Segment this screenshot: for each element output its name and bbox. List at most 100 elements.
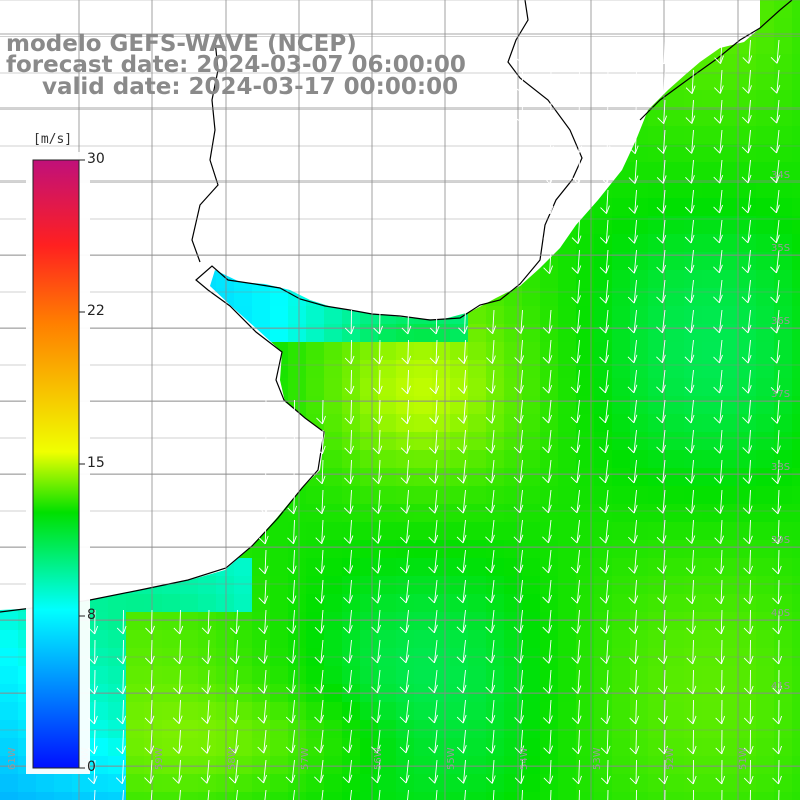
speed-cell	[162, 666, 181, 685]
speed-cell	[378, 792, 397, 800]
wind-arrow	[542, 489, 552, 514]
speed-cell	[522, 612, 541, 631]
speed-cell	[666, 288, 685, 307]
wind-arrow	[772, 669, 783, 695]
speed-cell	[252, 792, 271, 800]
wind-arrow	[658, 759, 669, 785]
speed-cell	[540, 540, 559, 559]
speed-cell	[702, 468, 721, 487]
speed-cell	[720, 468, 739, 487]
longitude-label: 58W	[227, 747, 238, 770]
speed-cell	[180, 774, 199, 793]
speed-cell	[414, 756, 433, 775]
wind-arrow	[685, 129, 696, 154]
wind-arrow	[658, 699, 668, 725]
speed-cell	[342, 558, 361, 577]
speed-cell	[288, 522, 307, 541]
speed-cell	[702, 324, 721, 343]
speed-cell	[396, 594, 415, 613]
speed-cell	[666, 108, 685, 127]
colorbar-label-30: 30	[87, 151, 105, 167]
speed-cell	[144, 612, 163, 631]
speed-cell	[720, 594, 739, 613]
wind-arrow	[685, 579, 696, 605]
speed-cell	[378, 648, 397, 667]
wind-arrow	[550, 789, 552, 800]
wind-arrow	[228, 759, 239, 784]
speed-cell	[738, 108, 757, 127]
wind-arrow	[571, 699, 582, 724]
wind-arrow	[229, 729, 239, 754]
wind-arrow	[372, 459, 383, 484]
speed-cell	[378, 414, 397, 433]
speed-cell	[468, 522, 487, 541]
wind-arrow	[544, 39, 555, 65]
speed-cell	[738, 468, 757, 487]
wind-arrow	[742, 99, 752, 124]
speed-cell	[558, 342, 577, 361]
longitude-label: 55W	[446, 747, 457, 770]
speed-cell	[612, 396, 631, 415]
wind-arrow	[658, 729, 668, 755]
speed-cell	[270, 522, 289, 541]
wind-arrow	[292, 789, 295, 800]
speed-cell	[612, 774, 631, 793]
speed-cell	[504, 702, 523, 721]
wind-arrow	[627, 429, 638, 454]
wind-arrow	[201, 639, 212, 665]
speed-cell	[630, 270, 649, 289]
wind-arrow	[371, 639, 381, 664]
speed-cell	[486, 594, 505, 613]
speed-cell	[360, 432, 379, 451]
wind-arrow	[629, 669, 639, 695]
wind-arrow	[485, 459, 496, 484]
speed-cell	[486, 306, 505, 325]
speed-cell	[756, 180, 775, 199]
speed-cell	[396, 558, 415, 577]
speed-cell	[774, 18, 793, 37]
speed-cell	[468, 414, 487, 433]
wind-arrow	[314, 699, 324, 724]
speed-cell	[684, 450, 703, 469]
wind-arrow	[400, 429, 411, 454]
wind-arrow	[778, 789, 780, 800]
speed-cell	[270, 324, 289, 343]
wind-arrow	[628, 189, 639, 214]
wind-arrow	[315, 459, 326, 485]
speed-cell	[756, 18, 775, 37]
speed-cell	[738, 756, 757, 775]
wind-arrow	[429, 369, 440, 395]
wind-arrow	[429, 309, 440, 335]
wind-arrow	[87, 759, 98, 785]
speed-cell	[288, 648, 307, 667]
speed-cell	[774, 720, 793, 739]
wind-arrow	[542, 429, 552, 454]
wind-arrow	[342, 729, 353, 754]
speed-cell	[612, 648, 631, 667]
speed-cell	[414, 738, 433, 757]
speed-cell	[360, 612, 379, 631]
wind-arrow	[456, 609, 467, 634]
wind-arrow	[542, 609, 553, 634]
speed-cell	[522, 360, 541, 379]
speed-cell	[306, 360, 325, 379]
speed-cell	[486, 630, 505, 649]
speed-cell	[738, 414, 757, 433]
speed-cell	[234, 576, 253, 595]
wind-arrow	[372, 429, 383, 455]
wind-arrow	[770, 279, 780, 304]
speed-cell	[216, 774, 235, 793]
speed-cell	[774, 198, 793, 217]
speed-cell	[756, 126, 775, 145]
wind-arrow	[628, 219, 638, 244]
wind-arrow	[514, 759, 525, 784]
speed-cell	[666, 774, 685, 793]
speed-cell	[738, 54, 757, 73]
speed-cell	[612, 738, 631, 757]
speed-cell	[144, 666, 163, 685]
model-title: modelo GEFS-WAVE (NCEP)	[6, 31, 357, 57]
speed-cell	[414, 396, 433, 415]
speed-cell	[216, 666, 235, 685]
speed-cell	[360, 486, 379, 505]
wind-arrow	[571, 219, 582, 244]
